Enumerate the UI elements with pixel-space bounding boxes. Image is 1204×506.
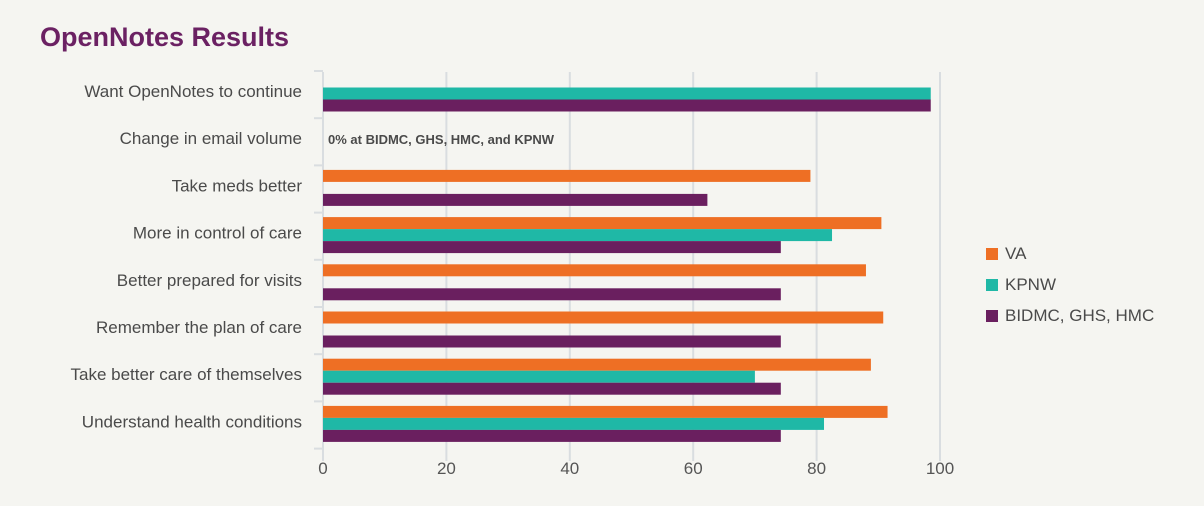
category-label-change-in-email-volume: Change in email volume [120, 129, 302, 148]
bar-bidmc-ghs-hmc-take-meds-better [323, 193, 708, 206]
legend-label-va: VA [1005, 243, 1027, 263]
legend: VA KPNW BIDMC, GHS, HMC [986, 238, 1154, 331]
category-label-understand-health-conditions: Understand health conditions [82, 412, 302, 431]
legend-label-bidmc: BIDMC, GHS, HMC [1005, 305, 1155, 325]
bar-va-better-prepared-for-visits [323, 264, 866, 277]
bar-kpnw-understand-health-conditions [323, 417, 825, 430]
legend-swatch-kpnw [986, 278, 998, 291]
category-label-better-prepared-for-visits: Better prepared for visits [117, 271, 302, 290]
bar-bidmc-ghs-hmc-understand-health-conditions [323, 429, 781, 442]
chart-title: OpenNotes Results [40, 22, 290, 52]
bar-va-take-meds-better [323, 169, 811, 182]
legend-item-kpnw: KPNW [986, 269, 1154, 300]
bar-kpnw-want-opennotes-to-continue [323, 87, 931, 100]
legend-item-va: VA [986, 238, 1154, 269]
bar-bidmc-ghs-hmc-better-prepared-for-visits [323, 288, 781, 301]
category-label-more-in-control-of-care: More in control of care [133, 224, 302, 243]
x-tick-label: 80 [807, 459, 826, 478]
x-tick-label: 20 [437, 459, 456, 478]
legend-item-bidmc: BIDMC, GHS, HMC [986, 300, 1154, 331]
legend-label-kpnw: KPNW [1005, 274, 1056, 294]
bar-kpnw-more-in-control-of-care [323, 229, 833, 242]
category-label-take-meds-better: Take meds better [172, 176, 303, 195]
x-tick-label: 40 [560, 459, 579, 478]
category-label-want-opennotes-to-continue: Want OpenNotes to continue [84, 82, 302, 101]
bar-va-understand-health-conditions [323, 405, 888, 418]
category-label-remember-the-plan-of-care: Remember the plan of care [96, 318, 302, 337]
legend-swatch-bidmc [986, 309, 998, 322]
bar-bidmc-ghs-hmc-more-in-control-of-care [323, 241, 781, 254]
bar-bidmc-ghs-hmc-take-better-care-of-themselves [323, 382, 781, 395]
bar-va-take-better-care-of-themselves [323, 358, 871, 371]
legend-swatch-va [986, 247, 998, 260]
x-tick-label: 100 [926, 459, 954, 478]
bar-va-remember-the-plan-of-care [323, 311, 884, 324]
bar-kpnw-take-better-care-of-themselves [323, 370, 755, 383]
x-tick-label: 60 [684, 459, 703, 478]
bar-va-more-in-control-of-care [323, 217, 882, 230]
bar-bidmc-ghs-hmc-want-opennotes-to-continue [323, 99, 931, 112]
x-tick-label: 0 [318, 459, 327, 478]
annotation-change-in-email-volume: 0% at BIDMC, GHS, HMC, and KPNW [328, 132, 555, 147]
category-label-take-better-care-of-themselves: Take better care of themselves [70, 365, 302, 384]
bar-bidmc-ghs-hmc-remember-the-plan-of-care [323, 335, 781, 348]
